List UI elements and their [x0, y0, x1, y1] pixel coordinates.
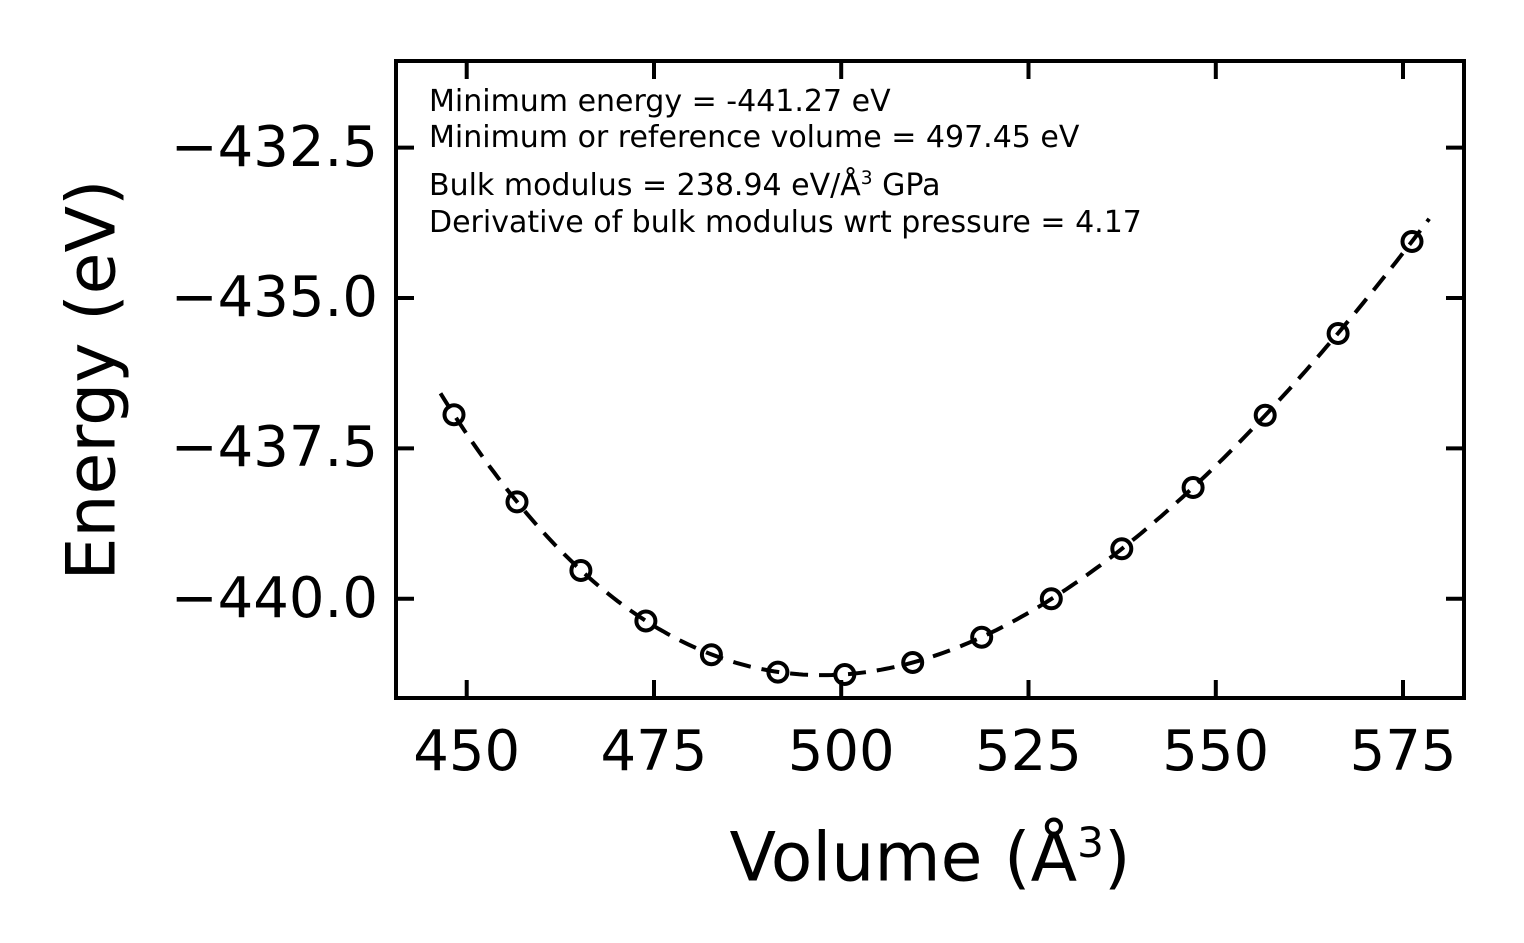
y-tick-label-0: −432.5 [170, 114, 378, 180]
data-point-marker [970, 625, 994, 649]
data-point-marker [1110, 537, 1134, 561]
x-tick-label-550: 550 [1162, 719, 1270, 784]
x-tick-label-500: 500 [787, 719, 895, 784]
x-tick-label-575: 575 [1349, 719, 1457, 784]
data-point-marker [634, 609, 658, 633]
y-tick-label-2: −437.5 [170, 415, 378, 481]
annotation-minimum-energy: Minimum energy = -441.27 eV [429, 84, 891, 119]
y-tick-label-3: −440.0 [170, 565, 378, 631]
data-point-marker [1326, 322, 1350, 345]
annotation-bulk-modulus-derivative: Derivative of bulk modulus wrt pressure … [429, 205, 1142, 240]
annotation-minimum-volume: Minimum or reference volume = 497.45 eV [429, 120, 1080, 155]
data-point-marker [1400, 230, 1424, 253]
x-tick-label-450: 450 [413, 719, 521, 784]
data-point-marker [569, 559, 593, 582]
data-point-marker [901, 651, 925, 674]
axes-frame [394, 59, 1466, 700]
data-point-marker [833, 663, 857, 686]
annotation-bulk-modulus: Bulk modulus = 238.94 eV/Å3 GPa [429, 168, 941, 203]
data-point-marker [505, 490, 529, 514]
data-point-marker [1181, 476, 1205, 499]
fit-curve [438, 217, 1431, 678]
x-tick-label-525: 525 [975, 719, 1082, 784]
x-tick-label-475: 475 [600, 719, 708, 784]
data-point-marker [1039, 587, 1063, 611]
x-axis-label: Volume (Å3) [729, 818, 1131, 898]
y-tick-label-1: −435.0 [170, 264, 378, 330]
data-point-marker [766, 660, 790, 684]
data-point-marker [442, 403, 466, 427]
data-point-marker [699, 643, 723, 667]
data-point-marker [1253, 403, 1277, 427]
y-axis-label: Energy (eV) [52, 179, 132, 581]
